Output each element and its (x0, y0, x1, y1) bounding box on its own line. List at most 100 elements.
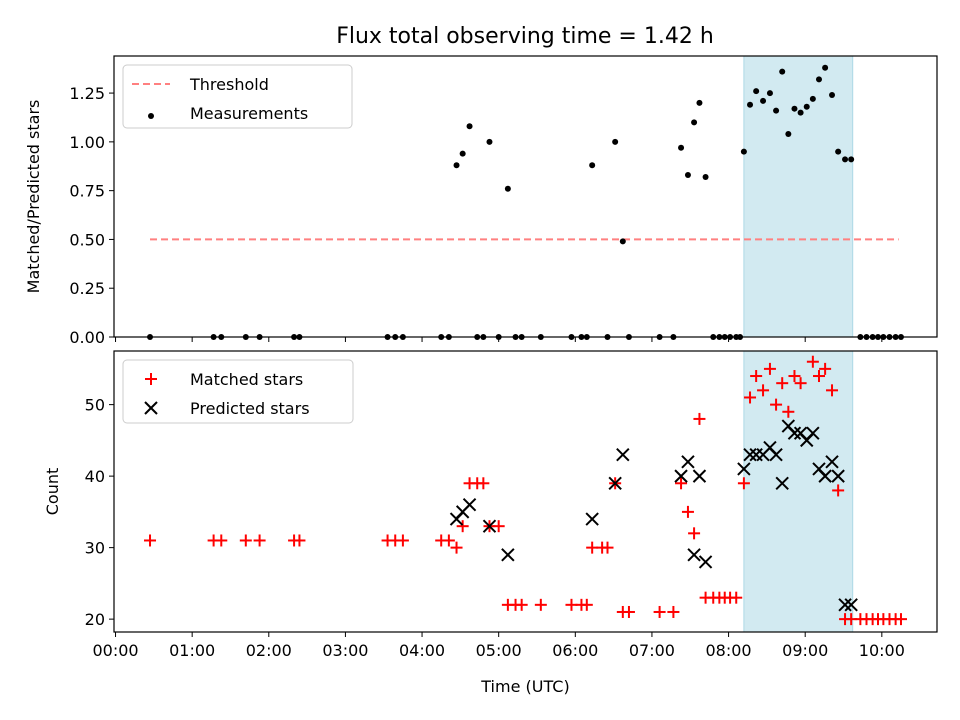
matched-star-point (622, 605, 635, 618)
matched-star-point (667, 605, 680, 618)
x-tick-label: 07:00 (629, 641, 675, 660)
y-tick-label: 20 (85, 610, 105, 629)
measurement-point (785, 131, 792, 138)
y-axis-label: Matched/Predicted stars (24, 100, 43, 294)
matched-star-point (239, 534, 252, 547)
measurement-point (803, 103, 810, 110)
y-tick-label: 40 (85, 467, 105, 486)
matched-star-point (456, 520, 469, 533)
matched-star-point (693, 412, 706, 425)
measurement-point (753, 88, 760, 95)
matched-star-point (534, 598, 547, 611)
measurement-point (766, 90, 773, 97)
legend-predicted-swatch (144, 401, 158, 415)
matched-star-point (144, 534, 157, 547)
measurement-point (459, 150, 466, 157)
predicted-star-point (825, 455, 839, 469)
y-tick-label: 0.25 (69, 279, 105, 298)
matched-star-point (894, 613, 907, 626)
matched-star-point (788, 370, 801, 383)
x-tick-label: 04:00 (399, 641, 445, 660)
matched-star-point (737, 477, 750, 490)
x-tick-label: 01:00 (169, 641, 215, 660)
observing-span (743, 55, 854, 338)
matched-star-point (730, 591, 743, 604)
legend-label: Predicted stars (190, 399, 310, 418)
legend-box (122, 64, 353, 129)
matched-star-point (601, 541, 614, 554)
measurement-point (791, 105, 798, 112)
predicted-star-point (844, 598, 858, 612)
predicted-star-point (698, 555, 713, 569)
matched-star-point (763, 362, 776, 375)
legend-matched-swatch (145, 373, 157, 385)
predicted-star-point (838, 598, 852, 612)
measurement-point (619, 238, 626, 245)
x-tick-label: 10:00 (859, 641, 905, 660)
measurement-point (773, 107, 780, 114)
measurement-point (835, 148, 842, 155)
predicted-star-point (585, 512, 599, 526)
measurement-point (678, 144, 685, 151)
matched-star-point (688, 527, 701, 540)
measurement-point (696, 99, 703, 106)
y-tick-label: 30 (85, 539, 105, 558)
matched-star-point (477, 477, 490, 490)
predicted-star-point (482, 519, 497, 533)
predicted-star-point (775, 476, 789, 490)
matched-star-point (750, 370, 763, 383)
observing-span (743, 350, 854, 633)
measurement-point (779, 68, 786, 75)
predicted-star-point (769, 447, 783, 462)
measurement-point (747, 101, 754, 108)
measurement-point (740, 148, 747, 155)
y-tick-label: 1.25 (69, 84, 105, 103)
measurement-point (589, 162, 596, 169)
measurement-point (848, 156, 855, 163)
measurement-point (691, 119, 698, 126)
legend-label: Measurements (190, 104, 308, 123)
x-tick-label: 02:00 (246, 641, 292, 660)
y-axis-label: Count (43, 468, 62, 516)
axes-frame (113, 55, 938, 338)
matched-star-point (806, 355, 819, 368)
matched-star-point (776, 377, 789, 390)
measurement-point (684, 172, 691, 179)
matched-star-point (812, 370, 825, 383)
predicted-star-point (692, 469, 707, 483)
measurement-point (842, 156, 849, 163)
matched-star-point (215, 534, 228, 547)
matched-star-point (492, 520, 505, 533)
measurement-point (453, 162, 460, 169)
x-tick-label: 09:00 (782, 641, 828, 660)
matched-star-point (253, 534, 266, 547)
measurement-point (466, 123, 473, 130)
matched-star-point (681, 505, 694, 518)
matched-star-point (826, 384, 839, 397)
measurement-point (504, 185, 511, 192)
matched-star-point (782, 405, 795, 418)
x-tick-label: 00:00 (92, 641, 138, 660)
predicted-star-point (462, 498, 477, 512)
matched-star-point (293, 534, 306, 547)
measurement-point (815, 76, 822, 83)
legend: Threshold Measurements (122, 64, 353, 129)
predicted-star-point (608, 476, 622, 490)
measurement-point (829, 92, 836, 99)
legend-box (122, 359, 354, 424)
predicted-star-point (674, 469, 688, 483)
predicted-star-point (616, 447, 630, 462)
y-tick-label: 0.00 (69, 328, 105, 347)
measurement-point (797, 109, 804, 116)
matched-star-point (794, 377, 807, 390)
matched-star-point (442, 534, 455, 547)
measurement-point (822, 64, 829, 71)
matched-star-point (396, 534, 409, 547)
matched-star-point (580, 598, 593, 611)
matched-star-point (450, 541, 463, 554)
y-tick-label: 0.75 (69, 182, 105, 201)
matched-star-point (757, 384, 770, 397)
predicted-star-point (743, 447, 757, 462)
predicted-star-point (806, 426, 820, 440)
measurement-point (760, 97, 767, 104)
